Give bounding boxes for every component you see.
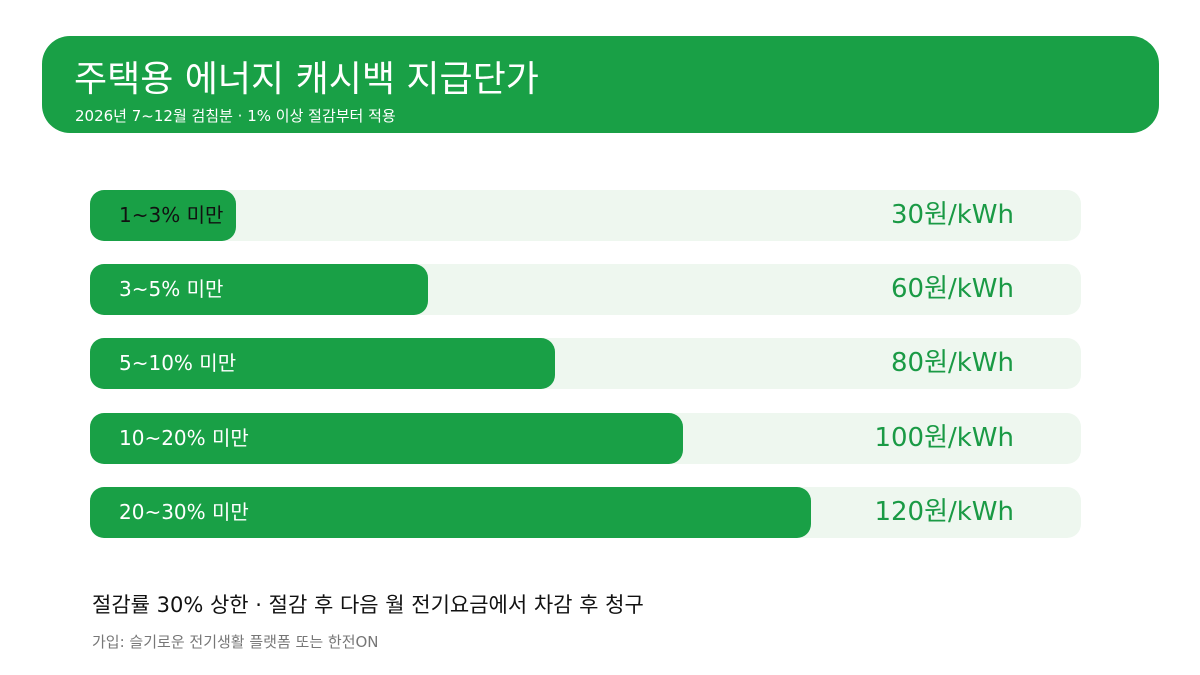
bar-value-label: 100원/kWh (874, 423, 1014, 453)
bar-row: 10~20% 미만 100원/kWh (90, 413, 1081, 464)
page-subtitle: 2026년 7~12월 검침분 · 1% 이상 절감부터 적용 (75, 107, 396, 125)
bar-category-label: 3~5% 미만 (119, 277, 224, 301)
bar-row: 5~10% 미만 80원/kWh (90, 338, 1081, 389)
title-banner: 주택용 에너지 캐시백 지급단가 2026년 7~12월 검침분 · 1% 이상… (42, 36, 1159, 133)
cap-note: 절감률 30% 상한 · 절감 후 다음 월 전기요금에서 차감 후 청구 (92, 593, 644, 617)
bar-fill (90, 413, 683, 464)
bar-value-label: 120원/kWh (874, 497, 1014, 527)
bar-value-label: 80원/kWh (890, 348, 1014, 378)
bar-category-label: 10~20% 미만 (119, 426, 249, 450)
bar-value-label: 30원/kWh (890, 200, 1014, 230)
bar-value-label: 60원/kWh (890, 274, 1014, 304)
bar-fill (90, 264, 428, 315)
bar-category-label: 20~30% 미만 (119, 500, 249, 524)
bar-row: 20~30% 미만 120원/kWh (90, 487, 1081, 538)
bar-fill (90, 190, 236, 241)
bar-category-label: 1~3% 미만 (119, 203, 224, 227)
bar-fill (90, 487, 811, 538)
page-title: 주택용 에너지 캐시백 지급단가 (74, 59, 539, 100)
bar-row: 1~3% 미만 30원/kWh (90, 190, 1081, 241)
bar-row: 3~5% 미만 60원/kWh (90, 264, 1081, 315)
bar-fill (90, 338, 555, 389)
signup-footnote: 가입: 슬기로운 전기생활 플랫폼 또는 한전ON (92, 633, 379, 651)
bar-category-label: 5~10% 미만 (119, 351, 237, 375)
